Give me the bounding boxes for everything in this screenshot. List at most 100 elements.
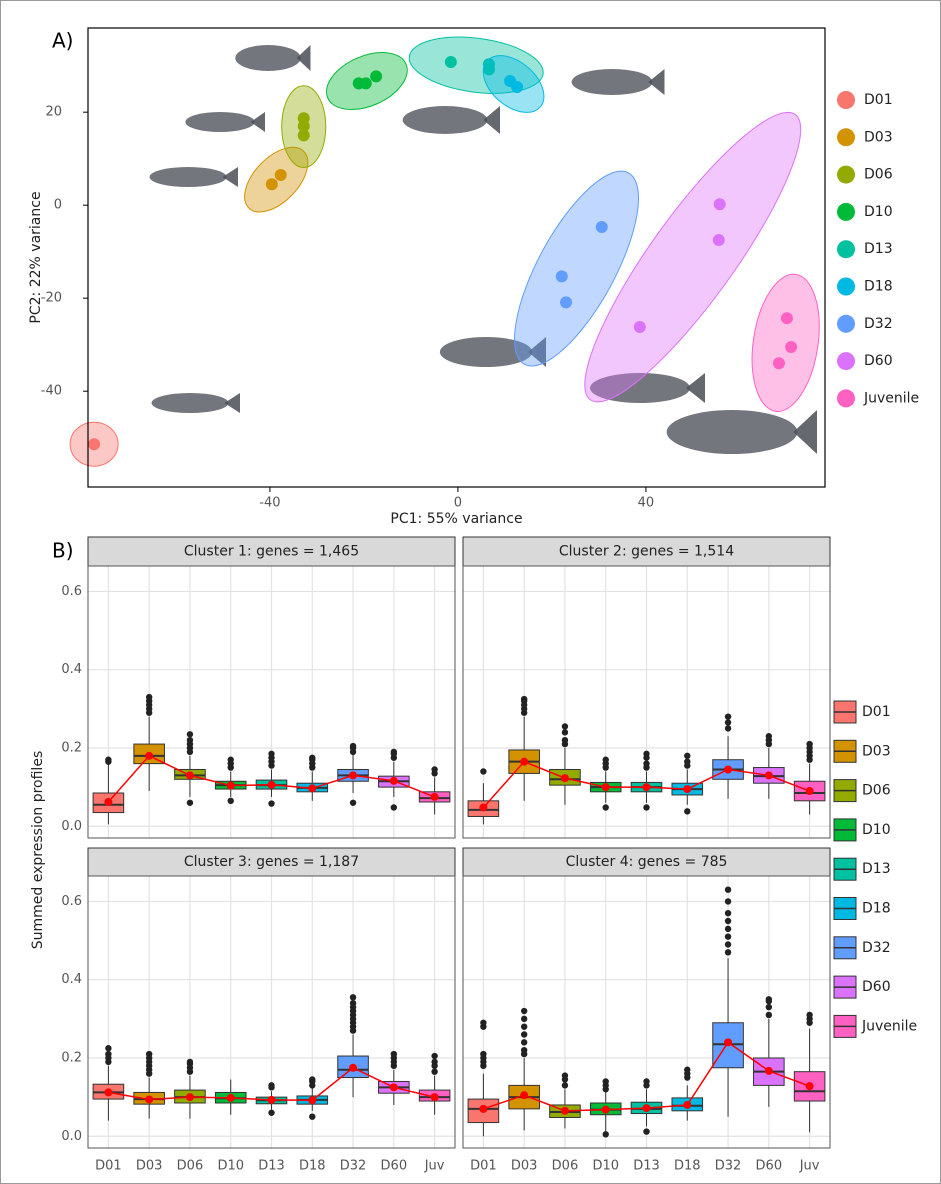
y-tick-label: 0.2 [61,740,82,755]
panel-label: A) [52,29,73,53]
outlier [725,926,731,932]
outlier [603,1131,609,1137]
x-tick-label: D32 [340,1159,367,1174]
mean-dot [104,798,112,806]
mean-dot [602,1106,610,1114]
y-tick-label: 0 [54,198,62,213]
legend-swatch [837,91,855,109]
outlier [521,1016,527,1022]
x-tick-label: D60 [381,1159,408,1174]
outlier [350,743,356,749]
mean-dot [479,803,487,811]
outlier [105,757,111,763]
mean-dot [349,1064,357,1072]
mean-dot [643,783,651,791]
mean-dot [643,1104,651,1112]
outlier [431,1053,437,1059]
legend-swatch [837,240,855,258]
outlier [187,737,193,743]
point [560,296,572,308]
outlier [562,737,568,743]
outlier [480,1020,486,1026]
mean-dot [520,1091,528,1099]
fish-photo [185,112,254,132]
outlier [766,1004,772,1010]
mean-dot [349,771,357,779]
mean-dot [227,1094,235,1102]
legend-label: D06 [862,783,891,799]
fish-photo [572,69,653,95]
outlier [684,753,690,759]
y-axis-title: Summed expression profiles [30,751,46,949]
outlier [268,800,274,806]
legend-label: D06 [864,167,893,183]
outlier [562,1082,568,1088]
outlier [725,898,731,904]
fish-photo [403,106,488,134]
legend-swatch [837,278,855,296]
outlier [391,1051,397,1057]
point [266,178,278,190]
mean-dot [268,781,276,789]
figure: A) B) D01D03D06D10D13D18D32D60Juvenile-4… [0,0,941,1184]
outlier [562,1072,568,1078]
mean-dot [724,1038,732,1046]
outlier [725,949,731,955]
fish-photo [150,167,227,187]
x-tick-label: D06 [552,1159,579,1174]
point [781,312,793,324]
mean-dot [765,771,773,779]
outlier [684,808,690,814]
x-tick-label: D03 [511,1159,538,1174]
outlier [431,766,437,772]
outlier [521,696,527,702]
outlier [521,1039,527,1045]
mean-dot [308,784,316,792]
point [370,70,382,82]
outlier [725,941,731,947]
legend-swatch [837,352,855,370]
fish-photo [235,45,300,71]
point [773,357,785,369]
point [556,270,568,282]
y-tick-label: 0.0 [61,819,82,834]
x-tick-label: D06 [177,1159,204,1174]
outlier [725,725,731,731]
outlier [725,886,731,892]
legend-label: D01 [864,92,893,108]
outlier [480,1051,486,1057]
x-tick-label: 0 [454,496,462,511]
outlier [187,731,193,737]
outlier [146,694,152,700]
fish-photo [152,393,229,413]
mean-dot [227,782,235,790]
mean-dot [561,774,569,782]
outlier [562,723,568,729]
outlier [105,1045,111,1051]
y-tick-label: 0.2 [61,1050,82,1065]
point [785,341,797,353]
outlier [146,1051,152,1057]
x-tick-label: 40 [638,496,655,511]
outlier [391,804,397,810]
outlier [725,933,731,939]
legend-label: D60 [864,353,893,369]
legend-label: D32 [862,940,891,956]
mean-dot [145,752,153,760]
outlier [268,751,274,757]
mean-dot [683,785,691,793]
y-tick-label: 0.6 [61,584,82,599]
x-tick-label: D01 [470,1159,497,1174]
outlier [350,800,356,806]
mean-dot [806,787,814,795]
panel-label: B) [52,539,74,563]
outlier [603,804,609,810]
facet-title: Cluster 3: genes = 1,187 [184,854,359,870]
outlier [350,994,356,1000]
outlier [309,755,315,761]
mean-dot [479,1105,487,1113]
x-tick-label: D10 [592,1159,619,1174]
outlier [268,1110,274,1116]
mean-dot [765,1067,773,1075]
outlier [725,713,731,719]
